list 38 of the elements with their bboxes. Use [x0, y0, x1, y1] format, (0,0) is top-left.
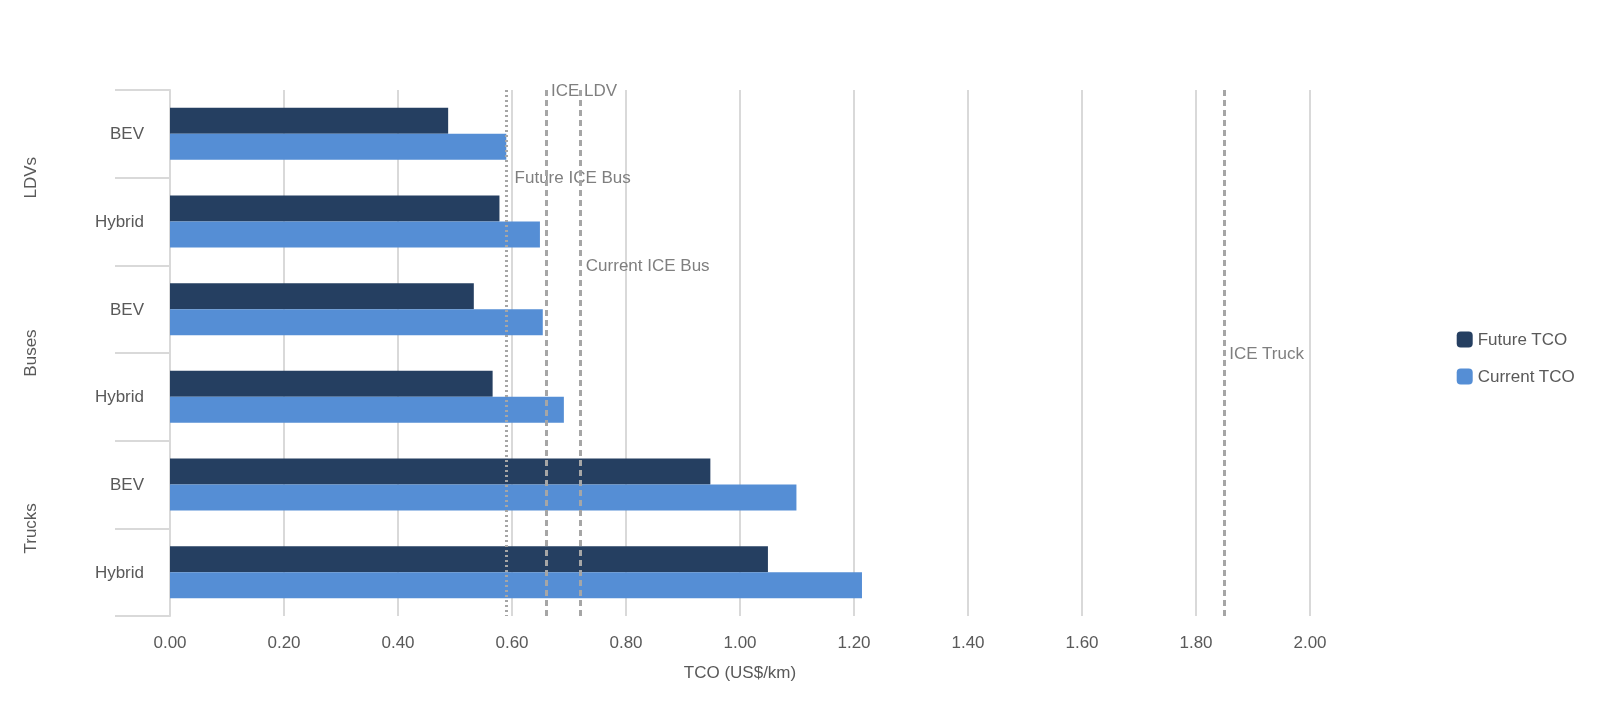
x-tick-label: 1.00 — [723, 633, 757, 652]
text: Buses — [20, 329, 40, 377]
legend-label: Future TCO — [1477, 330, 1568, 349]
bar — [170, 396, 564, 423]
text: LDVs — [20, 156, 40, 199]
y-tick-label: BEV — [109, 299, 145, 319]
y-tick-label: Hybrid — [94, 387, 144, 407]
x-tick-label: 2.00 — [1293, 633, 1327, 652]
bar — [170, 484, 797, 511]
x-tick-label: 0.40 — [381, 633, 415, 652]
x-tick-label: 1.60 — [1065, 633, 1099, 652]
y-tick-label: BEV — [109, 475, 145, 494]
x-tick-label: 0.60 — [495, 633, 529, 652]
y-tick-label: Hybrid — [94, 562, 144, 582]
bar — [170, 107, 449, 134]
ref-line-label: ICE Truck — [1229, 343, 1305, 363]
bar — [170, 221, 540, 248]
bar — [170, 195, 500, 222]
x-axis-title: TCO (US$/km) — [683, 663, 797, 682]
bar — [170, 572, 862, 599]
x-tick-label: 0.00 — [153, 633, 187, 652]
ref-line-label: Current ICE Bus — [585, 255, 710, 275]
y-tick-label: BEV — [109, 124, 145, 144]
x-tick-label: 1.20 — [837, 633, 871, 652]
legend-label: Current TCO — [1477, 367, 1575, 386]
bar — [170, 546, 768, 573]
bar — [170, 309, 543, 336]
bar — [170, 283, 474, 310]
x-tick-label: 0.80 — [609, 633, 643, 652]
text: Trucks — [20, 503, 40, 554]
x-tick-label: 1.80 — [1179, 633, 1213, 652]
x-tick-label: 1.40 — [951, 633, 985, 652]
y-tick-label: Hybrid — [94, 212, 144, 231]
bar — [170, 133, 507, 160]
ref-line-label: ICE LDV — [551, 80, 618, 100]
x-tick-label: 0.20 — [267, 633, 301, 652]
bar — [170, 458, 711, 485]
bar — [170, 370, 493, 397]
